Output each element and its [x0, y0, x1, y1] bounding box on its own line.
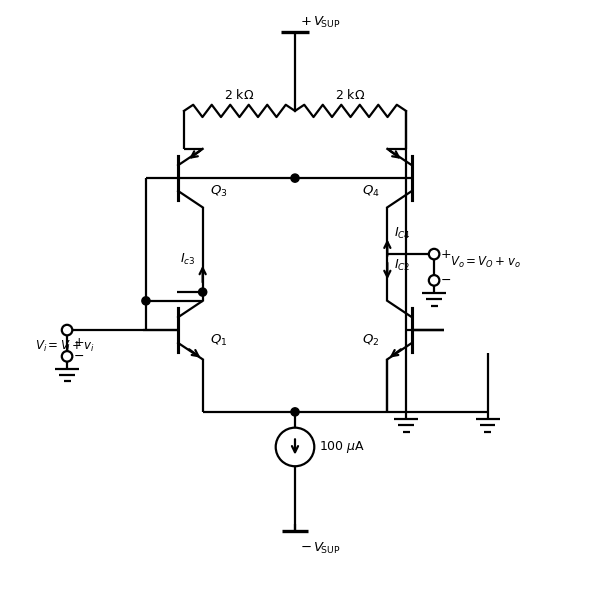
Text: $-\,V_{\!\rm SUP}$: $-\,V_{\!\rm SUP}$	[300, 540, 340, 556]
Text: $I_{C4}$: $I_{C4}$	[394, 226, 411, 241]
Text: $+\,V_{\!\rm SUP}$: $+\,V_{\!\rm SUP}$	[300, 15, 340, 30]
Text: $Q_4$: $Q_4$	[362, 184, 380, 199]
Text: −: −	[74, 349, 84, 363]
Text: $V_o = V_O + v_o$: $V_o = V_O + v_o$	[450, 255, 521, 270]
Text: +: +	[74, 336, 85, 349]
Circle shape	[429, 275, 440, 286]
Text: $Q_2$: $Q_2$	[362, 333, 380, 348]
Text: $Q_3$: $Q_3$	[210, 184, 228, 199]
Text: −: −	[441, 274, 451, 287]
Text: 2 k$\Omega$: 2 k$\Omega$	[335, 87, 366, 101]
Circle shape	[142, 297, 150, 305]
Circle shape	[62, 325, 73, 335]
Circle shape	[199, 288, 206, 296]
Circle shape	[62, 351, 73, 362]
Text: 2 k$\Omega$: 2 k$\Omega$	[224, 87, 255, 101]
Text: $Q_1$: $Q_1$	[210, 333, 228, 348]
Text: 100 $\mu$A: 100 $\mu$A	[319, 439, 365, 455]
Text: +: +	[441, 248, 452, 261]
Text: $I_{c3}$: $I_{c3}$	[181, 253, 196, 267]
Text: $V_i = V_{\!I} + v_i$: $V_i = V_{\!I} + v_i$	[35, 339, 95, 353]
Circle shape	[291, 174, 299, 182]
Text: $I_{C2}$: $I_{C2}$	[394, 258, 411, 273]
Circle shape	[291, 408, 299, 416]
Circle shape	[429, 249, 440, 260]
